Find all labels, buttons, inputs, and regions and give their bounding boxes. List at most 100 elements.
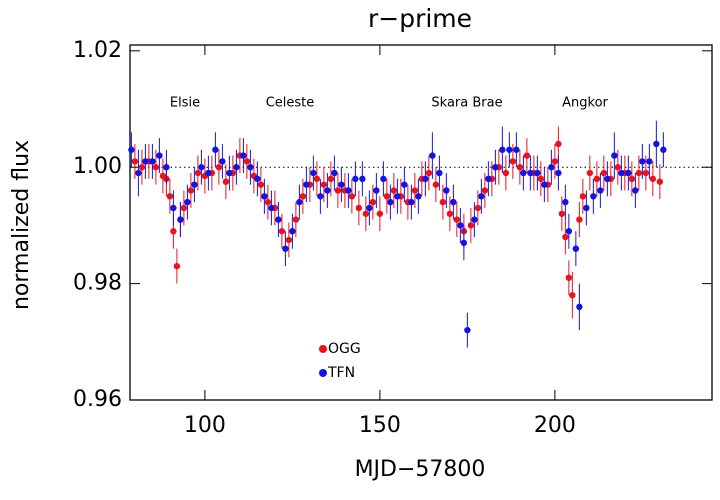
data-point [583,204,590,212]
data-point [425,169,433,177]
data-point [261,193,268,200]
data-point [320,181,328,188]
data-point [243,158,251,165]
data-point [380,175,387,183]
data-point [516,164,524,171]
data-point [635,169,643,177]
legend-label: TFN [327,365,355,381]
data-point [548,164,555,171]
data-point [275,216,282,223]
data-point [334,187,342,194]
data-point [369,198,377,206]
data-point [299,193,307,200]
legend-label: OGG [328,341,361,357]
data-point [152,164,160,171]
data-point [156,152,163,159]
data-point [128,146,135,153]
data-point [576,303,583,311]
data-point [656,178,664,185]
data-point [555,140,562,148]
data-point [180,204,188,212]
data-point [401,181,408,188]
data-point [474,204,482,212]
legend-marker [319,345,327,353]
data-point [254,175,261,183]
data-point [471,216,478,223]
y-axis-label: normalized flux [9,140,34,310]
data-point [555,169,562,177]
data-point [572,245,580,252]
data-point [390,187,398,194]
data-point [173,262,181,270]
data-point [376,210,384,217]
data-point [590,193,597,200]
data-point [222,178,230,185]
data-point [191,181,198,188]
data-point [264,198,272,206]
data-point [131,158,139,165]
data-point [579,193,587,200]
data-point [509,158,517,165]
data-point [142,158,149,165]
chart-title: r−prime [368,4,472,33]
data-point [660,146,667,153]
data-point [439,198,447,206]
data-point [593,175,601,183]
data-point [649,175,657,183]
data-point [177,216,184,223]
data-point [429,152,436,159]
data-point [485,175,492,183]
data-point [198,164,205,171]
data-point [534,169,541,177]
data-point [233,164,240,171]
data-point [586,169,594,177]
y-tick-label: 1.02 [73,38,122,63]
data-point [523,152,531,159]
data-point [597,187,604,194]
data-point [569,292,576,299]
data-point [226,169,233,177]
data-point [408,198,415,206]
data-point [352,175,359,183]
data-point [506,146,513,153]
data-point [642,169,650,177]
data-point [565,228,573,235]
data-point [467,222,475,229]
data-point [359,175,366,183]
data-point [565,274,573,281]
data-point [394,193,401,200]
data-point [383,193,391,200]
data-point [464,326,471,334]
data-point [604,175,611,183]
data-point [411,187,419,194]
data-point [387,198,394,206]
data-point [296,198,303,206]
data-point [373,187,380,194]
x-tick-label: 150 [359,413,401,438]
data-point [541,181,548,188]
data-point [639,158,646,165]
data-point [432,181,440,188]
annotation: Angkor [562,96,608,111]
data-point [502,169,510,177]
x-tick-label: 200 [534,413,576,438]
data-point [520,169,527,177]
data-point [135,169,142,177]
data-point [443,187,450,194]
data-point [194,169,202,177]
data-point [289,228,296,235]
data-point [278,228,286,235]
data-point [166,193,174,200]
data-point [303,181,310,188]
x-tick-label: 100 [184,413,226,438]
data-point [138,164,146,171]
data-point [600,169,608,177]
data-point [446,210,454,217]
data-point [313,175,321,183]
data-point [362,210,370,217]
data-point [478,193,485,200]
data-point [527,169,534,177]
data-point [212,146,219,153]
data-point [632,187,639,194]
